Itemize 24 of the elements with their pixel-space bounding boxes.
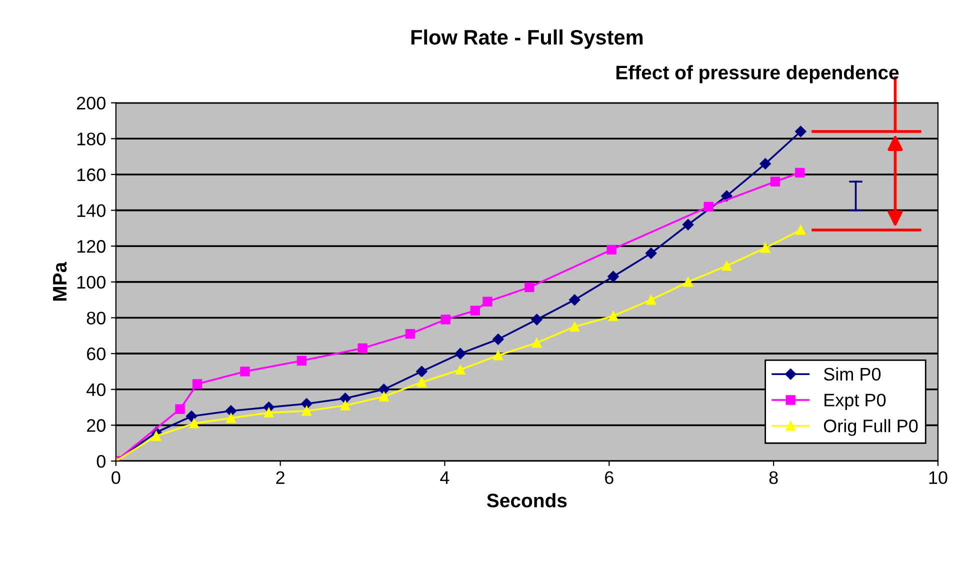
annotation: Effect of pressure dependence (616, 65, 899, 84)
y-tick-label: 120 (77, 240, 106, 253)
x-axis-title: Seconds (486, 493, 567, 508)
y-tick-label: 40 (86, 383, 106, 396)
y-tick-label: 60 (87, 348, 106, 360)
chart-title: Flow Rate - Full System (411, 29, 643, 49)
legend-label: Orig Full P0 (824, 419, 918, 436)
legend-label: Sim P0 (824, 367, 881, 381)
x-tick-label: 0 (112, 471, 120, 484)
x-tick-label: 10 (929, 471, 948, 484)
x-tick-label: 8 (769, 471, 778, 484)
y-tick-label: 140 (77, 204, 106, 218)
y-tick-label: 20 (87, 419, 106, 432)
x-tick-label: 4 (440, 471, 450, 484)
legend-label: Expt P0 (824, 394, 886, 410)
x-tick-label: 2 (276, 471, 284, 484)
y-tick-label: 100 (77, 276, 106, 289)
y-tick-label: 180 (77, 132, 106, 146)
y-axis-title: MPa (53, 262, 67, 301)
y-tick-label: 0 (96, 454, 106, 468)
y-tick-label: 160 (77, 168, 106, 182)
y-tick-label: 80 (86, 312, 106, 324)
x-tick-label: 6 (605, 471, 614, 484)
y-tick-label: 200 (76, 96, 106, 110)
